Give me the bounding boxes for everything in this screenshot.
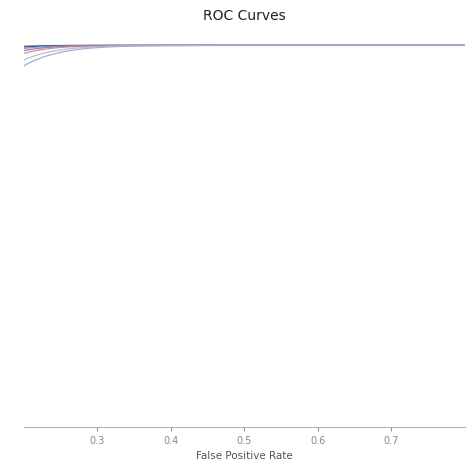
Title: ROC Curves: ROC Curves xyxy=(203,9,285,23)
X-axis label: False Positive Rate: False Positive Rate xyxy=(196,451,292,461)
